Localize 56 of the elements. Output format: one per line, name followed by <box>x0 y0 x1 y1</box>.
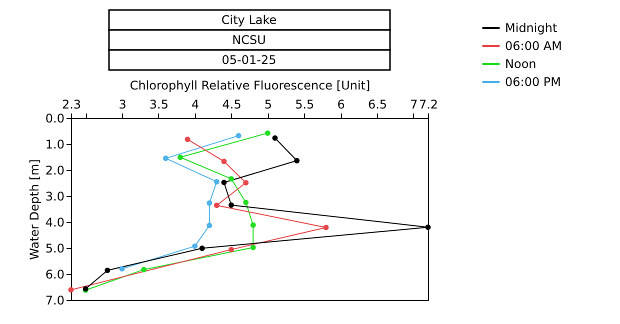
point <box>250 222 256 228</box>
y-tick-label: 0.0 <box>45 112 64 126</box>
point <box>221 158 227 164</box>
x-tick-label: 3.5 <box>149 98 168 112</box>
x-axis-title: Chlorophyll Relative Fluorescence [Unit] <box>130 78 370 92</box>
point <box>264 130 270 136</box>
point <box>214 202 220 208</box>
point <box>228 202 234 208</box>
legend-label: 06:00 AM <box>505 39 562 53</box>
point <box>104 268 110 274</box>
point <box>272 135 278 141</box>
x-tick-label: 2.3 <box>62 98 82 112</box>
point <box>243 180 249 186</box>
y-tick-label: 4.0 <box>45 216 64 230</box>
x-tick-label: 4 <box>192 98 200 112</box>
point <box>206 222 212 228</box>
point <box>178 154 184 160</box>
point <box>236 132 242 138</box>
point <box>214 178 220 184</box>
point <box>294 158 300 164</box>
x-tick-label: 4.5 <box>222 98 242 112</box>
x-tick-label: 6.5 <box>368 98 388 112</box>
point <box>323 224 329 230</box>
chart-subtitle: NCSU <box>232 33 266 47</box>
y-tick-label: 6.0 <box>45 268 64 282</box>
y-axis-title: Water Depth [m] <box>27 159 42 260</box>
point <box>243 200 249 206</box>
y-tick-label: 1.0 <box>45 138 64 152</box>
x-tick-label: 3 <box>118 98 126 112</box>
legend-label: Noon <box>505 57 536 71</box>
point <box>119 266 125 272</box>
y-tick-label: 7.0 <box>45 294 64 308</box>
x-tick-label: 5 <box>264 98 272 112</box>
point <box>228 246 234 252</box>
chart-title: City Lake <box>221 13 277 27</box>
legend-label: Midnight <box>505 21 558 35</box>
x-tick-label: 7.2 <box>418 98 438 112</box>
point <box>184 136 190 142</box>
y-tick-label: 3.0 <box>45 190 64 204</box>
point <box>250 244 256 250</box>
x-tick-label: 6 <box>337 98 345 112</box>
text: 05-01-25 <box>222 53 276 67</box>
y-tick-label: 2.0 <box>45 164 64 178</box>
point <box>206 200 212 206</box>
point <box>68 287 74 293</box>
point <box>162 156 168 162</box>
point <box>141 266 147 272</box>
legend-label: 06:00 PM <box>505 75 561 89</box>
y-tick-label: 5.0 <box>45 242 64 256</box>
x-tick-label: 7 <box>410 98 418 112</box>
point <box>199 246 205 251</box>
point <box>425 224 431 230</box>
point <box>192 243 198 249</box>
point <box>221 180 227 186</box>
x-tick-label: 5.5 <box>295 98 314 112</box>
point <box>228 176 234 182</box>
